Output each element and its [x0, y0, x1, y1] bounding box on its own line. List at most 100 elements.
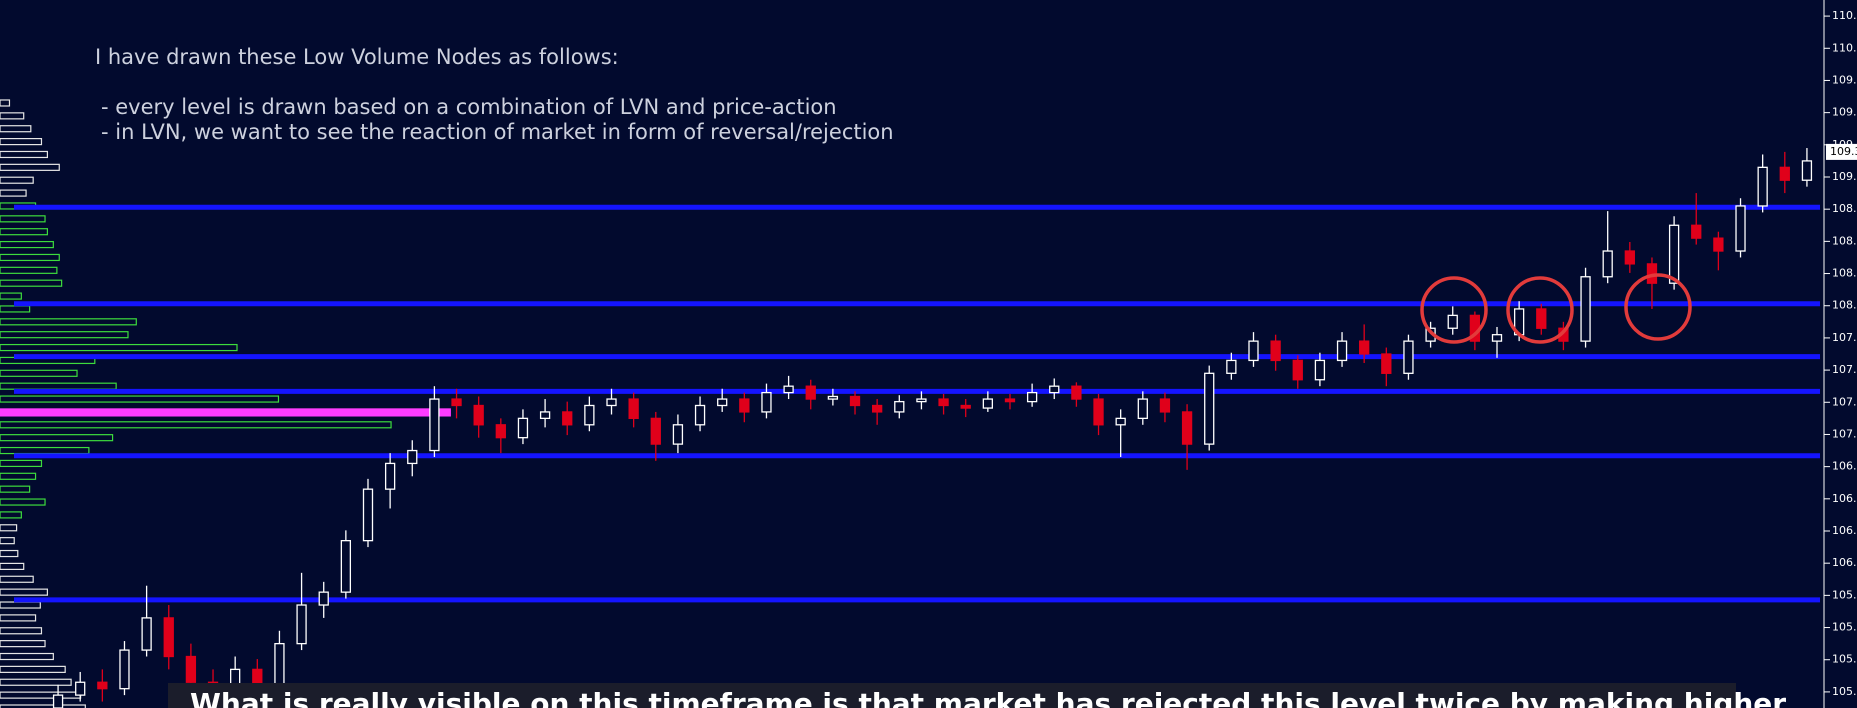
candle-body: [539, 411, 551, 420]
profile-bar: [0, 704, 86, 708]
candle-body: [451, 398, 462, 407]
profile-bar: [0, 678, 72, 686]
caption-band: [168, 683, 1736, 708]
candle-body: [52, 694, 64, 708]
candle-body: [916, 398, 927, 403]
profile-bar: [0, 524, 18, 532]
candle-body: [1447, 314, 1458, 329]
candle-body: [1004, 398, 1016, 403]
candle-body: [1204, 372, 1215, 445]
candle-body: [1403, 340, 1414, 374]
candle-body: [141, 617, 152, 651]
candle-body: [894, 400, 905, 413]
candle-body: [97, 681, 108, 690]
y-tick-label: 105.375: [1832, 653, 1857, 666]
candle-body: [1270, 340, 1281, 362]
candle-body: [185, 655, 197, 683]
y-tick-label: 108.875: [1832, 202, 1857, 215]
candle-body: [340, 540, 352, 593]
candle-body: [1026, 391, 1038, 403]
candle-body: [628, 398, 639, 420]
last-price-box: [1826, 143, 1857, 160]
circle: [1420, 276, 1488, 344]
candle-body: [606, 398, 617, 407]
profile-bar: [0, 240, 54, 249]
candle-body: [717, 398, 728, 407]
candle-body: [407, 449, 418, 465]
y-tick-label: 106.625: [1832, 492, 1857, 505]
candle-body: [429, 398, 440, 452]
profile-bar: [0, 138, 43, 146]
profile-bar: [0, 163, 60, 171]
volume-profile: [0, 99, 451, 708]
candle-body: [1668, 224, 1680, 284]
profile-bar: [0, 318, 137, 326]
profile-bar: [0, 627, 43, 635]
profile-bar: [0, 472, 37, 480]
profile-bar: [0, 331, 129, 339]
candle-body: [1248, 340, 1259, 362]
poc-bar: [0, 408, 451, 417]
profile-bar: [0, 125, 32, 133]
profile-bar: [0, 498, 46, 506]
y-tick-label: 107.625: [1832, 363, 1857, 376]
highlight-circles: [1420, 273, 1692, 344]
candle-body: [1779, 166, 1790, 181]
profile-bar: [0, 665, 66, 673]
y-tick-label: 107.375: [1832, 395, 1857, 408]
circle: [1506, 276, 1574, 344]
candle-body: [849, 395, 861, 407]
candle-body: [362, 488, 374, 542]
candle-body: [1624, 250, 1635, 265]
candle-body: [75, 681, 86, 696]
profile-bar: [0, 485, 31, 493]
profile-bar: [0, 588, 49, 596]
candles: [52, 148, 1813, 708]
annotation: - in LVN, we want to see the reaction of…: [101, 120, 894, 144]
profile-bar: [0, 562, 25, 571]
candle-body: [650, 417, 661, 445]
y-tick-label: 109.875: [1832, 73, 1857, 86]
profile-bar: [0, 537, 15, 545]
candle-body: [318, 591, 329, 606]
last-price-label: 109.32: [1830, 145, 1857, 158]
candle-body: [1580, 276, 1591, 342]
candle-body: [938, 398, 949, 407]
profile-bar: [0, 421, 392, 429]
profile-bar: [0, 253, 60, 262]
candle-body: [1336, 340, 1348, 362]
candle-body: [1536, 308, 1547, 329]
y-tick-label: 105.875: [1832, 588, 1857, 601]
profile-bar: [0, 343, 238, 352]
candle-body: [827, 395, 839, 400]
candle-body: [1049, 385, 1060, 394]
y-tick-label: 108.375: [1832, 267, 1857, 280]
y-tick-label: 107.125: [1832, 427, 1857, 440]
annotation: - every level is drawn based on a combin…: [101, 95, 837, 119]
candle-body: [384, 462, 396, 490]
y-tick-label: 108.625: [1832, 234, 1857, 247]
profile-bar: [0, 266, 58, 274]
profile-bar: [0, 434, 114, 442]
candle-body: [1314, 359, 1326, 381]
profile-bar: [0, 614, 37, 622]
candle-body: [562, 411, 573, 426]
y-tick-label: 106.375: [1832, 524, 1857, 537]
candle-body: [1115, 417, 1126, 426]
candle-body: [739, 398, 750, 413]
candle-body: [495, 424, 506, 439]
profile-bar: [0, 459, 43, 468]
annotation: I have drawn these Low Volume Nodes as f…: [95, 45, 619, 69]
candle-body: [672, 424, 684, 445]
profile-bar: [0, 511, 22, 519]
profile-bar: [0, 189, 27, 197]
profile-bar: [0, 176, 34, 184]
profile-bar: [0, 279, 63, 287]
candle-body: [1292, 359, 1303, 381]
y-tick-label: 105.125: [1832, 685, 1857, 698]
y-tick-label: 106.125: [1832, 556, 1857, 569]
candle-body: [1181, 411, 1193, 445]
candle-body: [982, 398, 993, 409]
y-tick-label: 109.625: [1832, 106, 1857, 119]
